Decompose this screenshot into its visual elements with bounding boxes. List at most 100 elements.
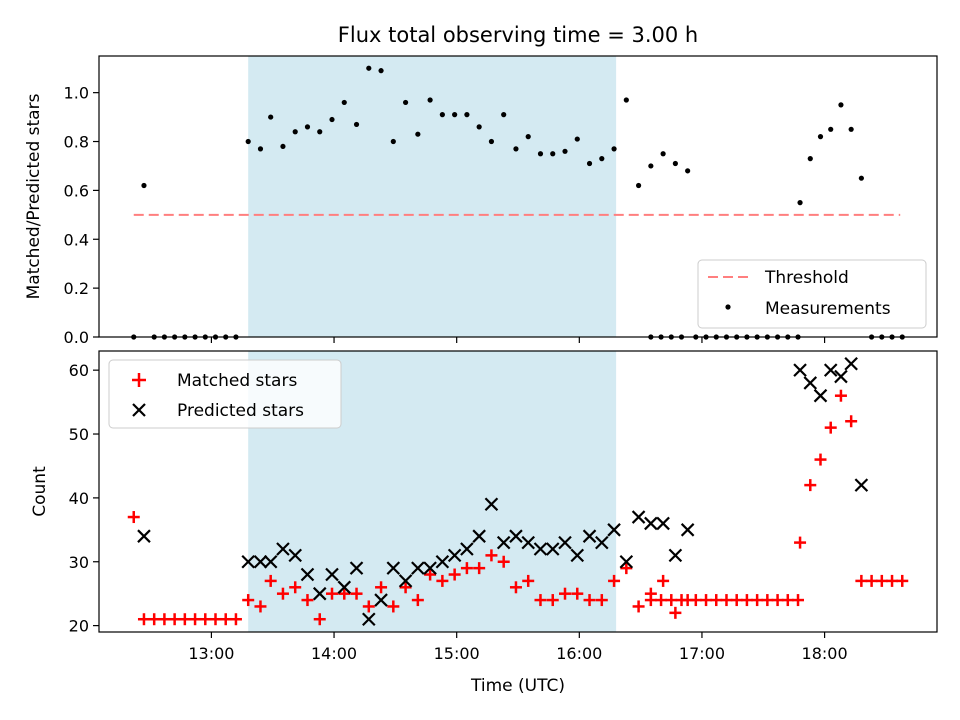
predicted-star-point	[680, 523, 695, 537]
matched-star-point	[655, 594, 668, 607]
predicted-star-point	[496, 535, 511, 550]
predicted-star-point	[509, 529, 523, 543]
predicted-star-point	[793, 363, 807, 377]
measurement-point	[317, 129, 323, 135]
matched-star-point	[229, 613, 242, 626]
predicted-star-point	[300, 567, 315, 582]
legend-threshold-label: Threshold	[764, 268, 849, 288]
matched-star-point	[675, 594, 688, 607]
ratio-y-ticks: 0.0 0.2 0.4 0.6 0.8 1.0	[64, 84, 99, 347]
x-tick-label: 16:00	[556, 644, 602, 663]
matched-star-point	[509, 581, 522, 594]
predicted-star-point	[854, 478, 869, 492]
matched-star-point	[301, 594, 314, 607]
matched-star-point	[485, 549, 498, 562]
measurement-point	[329, 116, 335, 123]
predicted-star-point	[349, 561, 364, 575]
predicted-star-point	[337, 580, 352, 595]
ratio-y-tick-label: 0.0	[64, 328, 89, 347]
matched-star-point	[448, 568, 461, 581]
measurement-point	[660, 151, 666, 157]
matched-star-point	[875, 574, 888, 587]
legend-predicted-swatch	[132, 403, 146, 417]
matched-star-point	[546, 594, 559, 607]
matched-star-point	[127, 511, 140, 524]
predicted-star-point	[844, 356, 858, 371]
matched-star-point	[571, 587, 584, 600]
x-tick-label: 15:00	[434, 644, 480, 663]
ratio-y-axis-label: Matched/Predicted stars	[24, 93, 44, 299]
ratio-legend-box	[697, 259, 927, 329]
ratio-panel: 0.0 0.2 0.4 0.6 0.8 1.0 Matched/Predicted sta…	[24, 55, 938, 347]
measurement-point	[268, 114, 274, 120]
measurement-point	[402, 99, 409, 106]
matched-star-point	[276, 587, 289, 600]
matched-star-point	[313, 613, 326, 626]
legend-matched-swatch	[132, 373, 146, 387]
matched-star-point	[362, 600, 375, 613]
matched-star-point	[424, 568, 437, 581]
matched-star-point	[534, 594, 547, 607]
predicted-star-point	[263, 554, 278, 569]
predicted-star-point	[582, 529, 597, 543]
matched-star-point	[730, 594, 743, 607]
x-tick-label: 17:00	[679, 644, 725, 663]
matched-star-point	[608, 574, 621, 587]
predicted-star-point	[362, 612, 376, 627]
ratio-plot-frame	[98, 55, 938, 338]
matched-star-point	[137, 613, 150, 626]
count-legend: Matched stars Predicted stars	[108, 359, 342, 429]
matched-star-point	[700, 594, 713, 607]
matched-star-point	[845, 415, 858, 428]
chart-title: Flux total observing time = 3.00 h	[338, 23, 698, 47]
matched-star-point	[559, 587, 572, 600]
predicted-star-point	[631, 510, 646, 524]
matched-star-point	[219, 613, 232, 626]
ratio-y-tick-label: 1.0	[64, 84, 89, 103]
predicted-star-point	[411, 561, 425, 575]
x-tick-label: 14:00	[311, 644, 357, 663]
measurement-point	[537, 151, 544, 157]
measurement-point	[848, 126, 854, 132]
predicted-star-point	[447, 548, 462, 563]
measurement-point	[341, 99, 347, 106]
predicted-star-point	[276, 542, 290, 556]
measurement-point	[525, 134, 531, 140]
count-y-tick-label: 60	[69, 361, 89, 380]
x-tick-label: 18:00	[802, 644, 848, 663]
predicted-star-point	[484, 497, 499, 512]
matched-star-point	[669, 606, 682, 619]
ratio-x-ticks	[210, 337, 826, 343]
predicted-star-point	[386, 561, 401, 575]
predicted-star-point	[472, 529, 486, 543]
predicted-star-point	[288, 548, 302, 563]
predicted-star-point	[595, 535, 609, 550]
matched-star-point	[644, 594, 657, 607]
measurement-point	[685, 168, 691, 174]
measurement-point	[439, 112, 445, 118]
matched-star-point	[387, 600, 400, 613]
matched-star-point	[338, 587, 351, 600]
predicted-star-point	[460, 542, 474, 556]
matched-star-point	[497, 555, 510, 568]
measurement-point	[366, 65, 372, 71]
count-y-tick-label: 30	[69, 553, 89, 572]
observing-window-span	[248, 56, 617, 337]
matched-star-point	[865, 574, 878, 587]
count-legend-box	[108, 359, 342, 429]
matched-star-point	[326, 587, 339, 600]
predicted-star-point	[644, 516, 658, 531]
count-y-tick-label: 20	[69, 617, 89, 636]
measurement-point	[427, 97, 433, 103]
matched-star-point	[834, 389, 847, 402]
matched-star-point	[375, 581, 388, 594]
predicted-star-point	[834, 369, 848, 384]
count-y-ticks: 20 30 40 50 60	[69, 361, 99, 636]
measurement-point	[501, 112, 507, 118]
matched-star-point	[209, 613, 222, 626]
legend-predicted-label: Predicted stars	[177, 401, 304, 421]
matched-star-point	[689, 594, 702, 607]
measurement-point	[828, 126, 834, 132]
measurement-point	[464, 112, 470, 118]
